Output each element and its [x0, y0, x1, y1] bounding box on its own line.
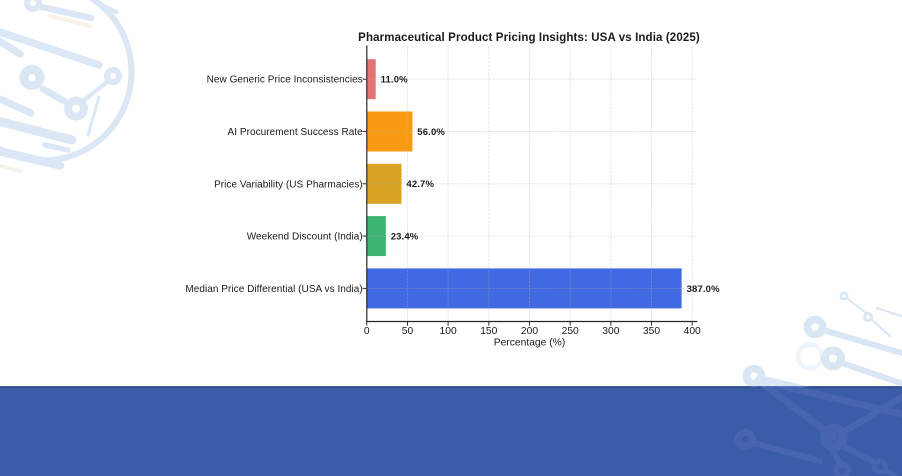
svg-text:100: 100 [440, 326, 457, 337]
svg-text:Price Variability (US Pharmaci: Price Variability (US Pharmacies) [214, 179, 363, 190]
svg-text:0: 0 [364, 326, 370, 337]
svg-text:56.0%: 56.0% [417, 127, 445, 138]
svg-text:200: 200 [521, 326, 538, 337]
svg-text:New Generic Price Inconsistenc: New Generic Price Inconsistencies [207, 75, 363, 86]
svg-text:387.0%: 387.0% [687, 284, 721, 295]
svg-text:150: 150 [480, 326, 497, 337]
svg-text:11.0%: 11.0% [381, 75, 409, 86]
svg-text:AI Procurement Success Rate: AI Procurement Success Rate [228, 127, 364, 138]
svg-text:42.7%: 42.7% [406, 179, 434, 190]
svg-text:350: 350 [643, 326, 660, 337]
svg-text:Pharmaceutical Product Pricing: Pharmaceutical Product Pricing Insights:… [358, 32, 700, 44]
svg-text:50: 50 [402, 326, 414, 337]
svg-text:Percentage (%): Percentage (%) [494, 338, 566, 349]
svg-text:Median Price Differential (USA: Median Price Differential (USA vs India) [185, 284, 362, 295]
svg-text:Weekend Discount (India): Weekend Discount (India) [247, 232, 363, 243]
svg-text:300: 300 [602, 326, 619, 337]
svg-text:23.4%: 23.4% [391, 232, 419, 243]
svg-text:250: 250 [562, 326, 579, 337]
svg-text:400: 400 [684, 326, 701, 337]
